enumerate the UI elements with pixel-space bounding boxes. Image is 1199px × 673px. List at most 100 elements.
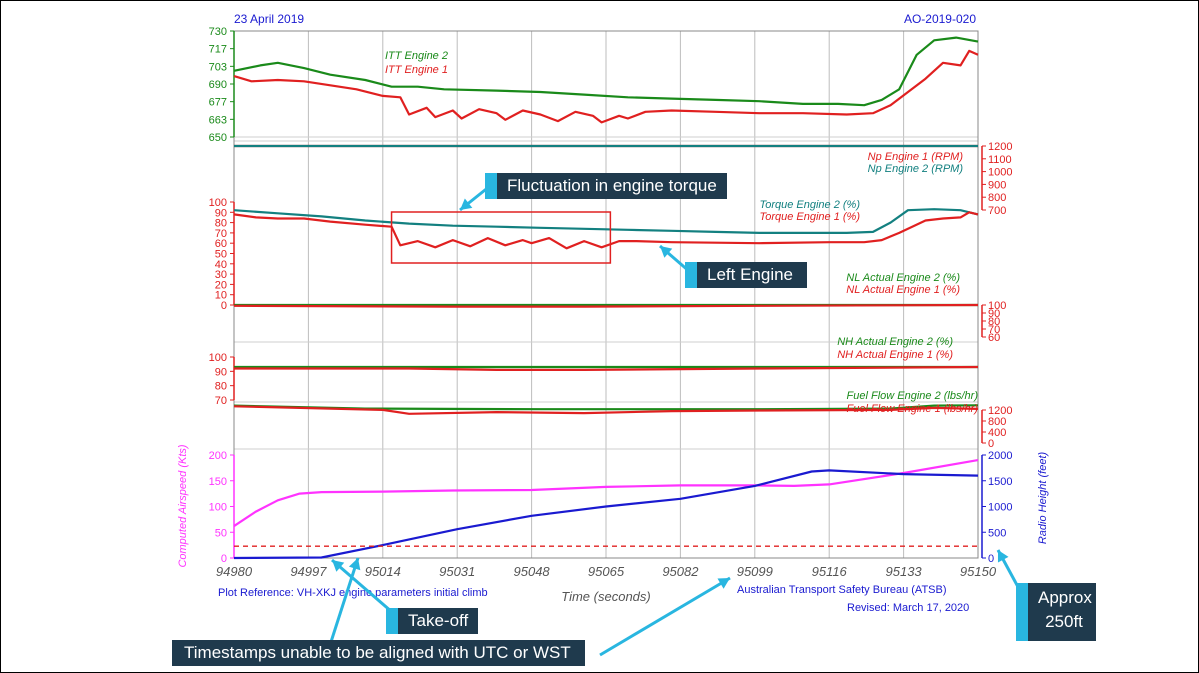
nl-right-tick-label: 80 <box>988 316 1000 328</box>
timestamps-arrow-right <box>599 576 731 657</box>
x-tick-label: 95150 <box>960 564 997 579</box>
series-torque-engine-2- <box>233 208 979 234</box>
nl-right-tick-label: 100 <box>988 300 1006 312</box>
series-itt-engine-2 <box>233 36 979 107</box>
nh-left-tick-label: 70 <box>215 395 227 407</box>
fuel-series-label: Fuel Flow Engine 2 (lbs/hr) <box>847 390 979 402</box>
np-right-tick-label: 1100 <box>988 154 1012 166</box>
x-axis-label: Time (seconds) <box>561 589 650 604</box>
series-nl-actual-engine-1- <box>233 303 979 308</box>
callout-timestamps-text: Timestamps unable to be aligned with UTC… <box>184 643 571 662</box>
nh-left-tick-label: 90 <box>215 366 227 378</box>
approx-arrow-head <box>997 550 1009 563</box>
torque-series-label: Torque Engine 1 (%) <box>760 211 861 223</box>
radio-height-right-tick-label: 0 <box>988 553 994 565</box>
torque-left-tick-label: 100 <box>209 197 227 209</box>
radio-height-right-tick-label: 2000 <box>988 450 1012 462</box>
x-tick-label: 95116 <box>812 564 848 579</box>
callout-approx-line1: Approx <box>1038 588 1092 607</box>
x-tick-label: 95031 <box>439 564 475 579</box>
torque-left-tick-label: 20 <box>215 279 227 291</box>
np-right-tick-label: 700 <box>988 205 1006 217</box>
nl-right-tick-label: 90 <box>988 308 1000 320</box>
left-engine-arrow-head <box>660 246 673 258</box>
timestamps-arrow-left-head <box>348 558 361 571</box>
airspeed-left-tick-label: 50 <box>215 527 227 539</box>
torque-left-tick-label: 50 <box>215 249 227 261</box>
torque-series-label: Torque Engine 2 (%) <box>760 199 861 211</box>
itt-series-label: ITT Engine 1 <box>385 64 448 76</box>
nh-left-tick-label: 100 <box>209 352 227 364</box>
x-tick-label: 94997 <box>290 564 327 579</box>
itt-left-tick-label: 677 <box>209 97 227 109</box>
series-computed-airspeed-kts- <box>233 459 979 528</box>
airspeed-axis-label: Computed Airspeed (Kts) <box>177 444 189 567</box>
callout-takeoff-text: Take-off <box>408 611 469 630</box>
timestamps-arrow-right-head <box>717 578 730 589</box>
fuel-right-tick-label: 400 <box>988 427 1006 439</box>
x-tick-label: 95082 <box>662 564 699 579</box>
header-date: 23 April 2019 <box>234 12 304 26</box>
fuel-right-tick-label: 1200 <box>988 405 1012 417</box>
series-torque-engine-1- <box>233 211 979 250</box>
torque-left-tick-label: 80 <box>215 218 227 230</box>
torque-left-tick-label: 0 <box>221 300 227 312</box>
takeoff-arrow-head <box>332 560 345 572</box>
x-tick-label: 95065 <box>588 564 625 579</box>
np-right-tick-label: 1000 <box>988 167 1012 179</box>
torque-left-tick-label: 30 <box>215 269 227 281</box>
np-right-tick-label: 900 <box>988 179 1006 191</box>
x-tick-label: 94980 <box>216 564 253 579</box>
torque-left-tick-label: 70 <box>215 228 227 240</box>
fluctuation-arrow-head <box>460 198 473 210</box>
nh-series-label: NH Actual Engine 1 (%) <box>837 349 953 361</box>
x-tick-label: 95014 <box>365 564 401 579</box>
x-tick-label: 95048 <box>514 564 551 579</box>
np-right-tick-label: 1200 <box>988 141 1012 153</box>
callout-takeoff: Take-off <box>386 608 479 634</box>
timestamps-arrow-left <box>328 557 360 646</box>
nl-series-label: NL Actual Engine 1 (%) <box>846 284 960 296</box>
callout-fluctuation: Fluctuation in engine torque <box>485 173 727 199</box>
callout-left-engine: Left Engine <box>685 262 808 288</box>
radio-height-right-tick-label: 500 <box>988 527 1006 539</box>
itt-series-label: ITT Engine 2 <box>385 50 448 62</box>
nl-series-label: NL Actual Engine 2 (%) <box>846 272 960 284</box>
revised-date: Revised: March 17, 2020 <box>847 602 969 614</box>
nl-right-tick-label: 60 <box>988 332 1000 344</box>
nh-left-tick-label: 80 <box>215 381 227 393</box>
fluctuation-highlight-box <box>390 211 612 264</box>
itt-left-tick-label: 663 <box>209 114 227 126</box>
itt-left-tick-label: 690 <box>209 79 227 91</box>
radio-height-axis-label: Radio Height (feet) <box>1037 452 1049 545</box>
torque-left-tick-label: 40 <box>215 259 227 271</box>
plot-reference: Plot Reference: VH-XKJ engine parameters… <box>218 587 488 599</box>
x-tick-label: 95133 <box>886 564 923 579</box>
series-nh-actual-engine-1- <box>234 365 979 371</box>
itt-left-tick-label: 717 <box>209 44 227 56</box>
callout-approx-text: Approx 250ft <box>1016 583 1096 631</box>
series-itt-engine-1 <box>233 49 979 124</box>
header-ref: AO-2019-020 <box>904 12 976 26</box>
itt-left-tick-label: 703 <box>209 61 227 73</box>
takeoff-arrow <box>331 558 393 614</box>
radio-height-right-tick-label: 1000 <box>988 502 1012 514</box>
callout-fluctuation-text: Fluctuation in engine torque <box>507 176 717 195</box>
np-series-label: Np Engine 1 (RPM) <box>868 151 964 163</box>
itt-left-tick-label: 730 <box>209 26 227 38</box>
nl-right-tick-label: 70 <box>988 324 1000 336</box>
x-tick-label: 95099 <box>737 564 773 579</box>
torque-left-tick-label: 90 <box>215 207 227 219</box>
np-right-tick-label: 800 <box>988 192 1006 204</box>
callout-approx-line2: 250ft <box>1045 611 1083 631</box>
airspeed-left-tick-label: 200 <box>209 450 227 462</box>
callout-left-engine-text: Left Engine <box>707 265 794 284</box>
airspeed-left-tick-label: 0 <box>221 553 227 565</box>
callout-timestamps: Timestamps unable to be aligned with UTC… <box>172 640 585 666</box>
torque-left-tick-label: 60 <box>215 238 227 250</box>
np-series-label: Np Engine 2 (RPM) <box>868 163 964 175</box>
series-fuel-flow-engine-1-lbs-hr- <box>233 405 979 415</box>
agency-name: Australian Transport Safety Bureau (ATSB… <box>737 584 947 596</box>
fuel-right-tick-label: 0 <box>988 438 994 450</box>
